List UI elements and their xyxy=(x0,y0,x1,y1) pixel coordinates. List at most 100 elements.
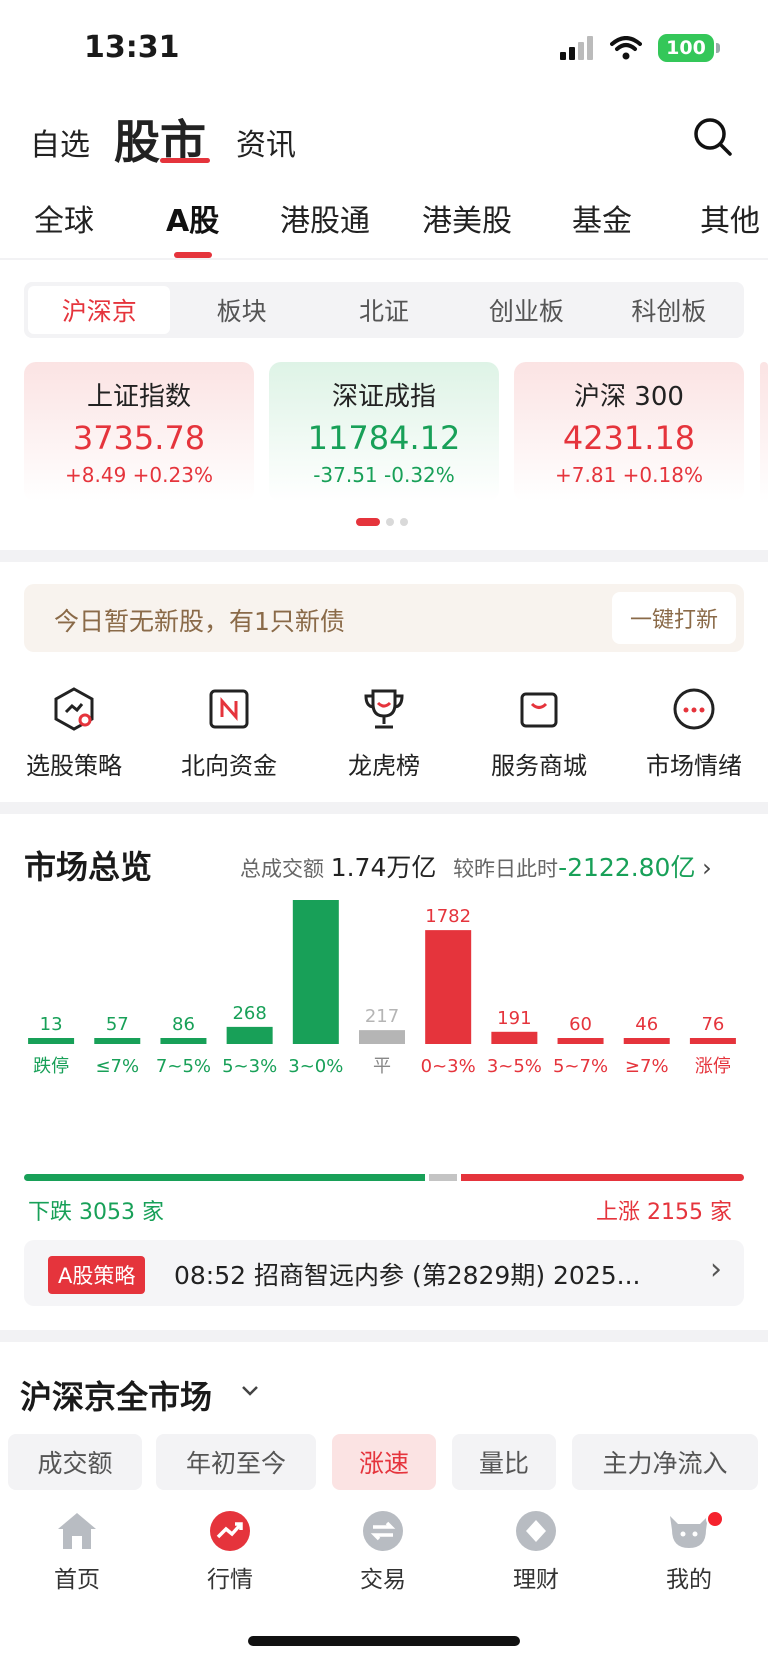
bar-2 xyxy=(160,1038,207,1044)
nav-wealth[interactable]: 理财 xyxy=(459,1510,613,1594)
turnover-unit: 万亿 xyxy=(386,853,437,882)
tab-a-share[interactable]: A股 xyxy=(166,204,220,239)
section-divider xyxy=(0,550,768,562)
quick-service-mall[interactable]: 服务商城 xyxy=(461,686,617,781)
index-value: 11784.12 xyxy=(307,419,461,457)
index-card-csi300[interactable]: 沪深 300 4231.18 +7.81 +0.18% xyxy=(514,362,744,502)
nav-mine[interactable]: 我的 xyxy=(612,1510,766,1594)
tab-fund[interactable]: 基金 xyxy=(572,204,632,239)
quick-stock-picking[interactable]: 选股策略 xyxy=(0,686,152,781)
strategy-badge: A股策略 xyxy=(48,1256,146,1294)
ipo-notice: 今日暂无新股，有1只新债 一键打新 xyxy=(24,584,744,652)
quick-label: 龙虎榜 xyxy=(348,752,420,780)
index-card-shenzhen[interactable]: 深证成指 11784.12 -37.51 -0.32% xyxy=(269,362,499,502)
bar-10 xyxy=(689,1038,736,1044)
index-card-peek xyxy=(760,362,768,502)
exchange-icon xyxy=(363,1511,403,1551)
down-count: 下跌 3053 家 xyxy=(28,1200,164,1225)
one-click-subscribe-button[interactable]: 一键打新 xyxy=(612,592,736,644)
compare-label: 较昨日此时 xyxy=(453,857,559,881)
bar-value-label: 13 xyxy=(40,1014,63,1035)
bar-3 xyxy=(226,1026,273,1044)
breadth-bar-down xyxy=(24,1174,425,1181)
up-count: 上涨 2155 家 xyxy=(596,1200,732,1225)
profile-bull-icon xyxy=(670,1516,708,1548)
carousel-dot xyxy=(386,518,394,526)
nav-market[interactable]: 行情 xyxy=(153,1510,307,1594)
segment-shsz[interactable]: 沪深京 xyxy=(28,286,171,334)
index-change: +8.49 xyxy=(65,463,127,487)
index-card-shanghai[interactable]: 上证指数 3735.78 +8.49 +0.23% xyxy=(24,362,254,502)
chevron-down-icon[interactable] xyxy=(240,1384,260,1398)
bar-4 xyxy=(292,900,339,1044)
bar-category-label: 7~5% xyxy=(156,1056,211,1077)
chip-volume-ratio[interactable]: 量比 xyxy=(452,1434,556,1490)
index-name: 沪深 300 xyxy=(574,382,684,412)
carousel-dot xyxy=(400,518,408,526)
quick-label: 选股策略 xyxy=(26,752,122,780)
home-indicator xyxy=(248,1636,520,1646)
market-trend-icon xyxy=(210,1511,250,1551)
bar-7 xyxy=(491,1031,538,1044)
exchange-segment-bar: 沪深京 板块 北证 创业板 科创板 xyxy=(24,282,744,338)
tab-other[interactable]: 其他 xyxy=(700,204,760,239)
nav-label: 交易 xyxy=(360,1567,406,1593)
nav-label: 我的 xyxy=(666,1567,712,1593)
bar-value-label: 217 xyxy=(365,1006,399,1027)
nav-trade[interactable]: 交易 xyxy=(306,1510,460,1594)
bar-value-label: 1782 xyxy=(425,906,471,927)
battery-icon: 100 xyxy=(658,34,720,62)
carousel-dot xyxy=(356,518,380,526)
bar-8 xyxy=(557,1038,604,1044)
nav-home[interactable]: 首页 xyxy=(0,1510,154,1594)
chip-main-net-inflow[interactable]: 主力净流入 xyxy=(572,1434,758,1490)
nav-label: 理财 xyxy=(513,1567,559,1593)
divider xyxy=(0,258,768,260)
chevron-right-icon: › xyxy=(702,854,712,882)
bar-category-label: 平 xyxy=(373,1056,391,1077)
bar-category-label: ≤7% xyxy=(95,1056,139,1077)
bar-value-label: 46 xyxy=(635,1014,658,1035)
bar-5 xyxy=(359,1030,405,1044)
turnover-summary[interactable]: 总成交额 1.74万亿 较昨日此时-2122.80亿 › xyxy=(240,848,712,884)
diamond-icon xyxy=(516,1511,556,1551)
sentiment-icon xyxy=(673,688,715,730)
bar-value-label: 76 xyxy=(701,1014,724,1035)
tab-hk-connect[interactable]: 港股通 xyxy=(280,204,370,239)
index-change: +7.81 xyxy=(555,463,617,487)
chip-ytd[interactable]: 年初至今 xyxy=(156,1434,316,1490)
quick-dragon-tiger[interactable]: 龙虎榜 xyxy=(306,686,462,781)
bar-value-label: 86 xyxy=(172,1014,195,1035)
tab-news[interactable]: 资讯 xyxy=(236,128,296,163)
quick-market-sentiment[interactable]: 市场情绪 xyxy=(616,686,768,781)
index-value: 3735.78 xyxy=(72,419,206,457)
index-pct: +0.23% xyxy=(132,463,213,487)
bar-category-label: 3~0% xyxy=(288,1056,343,1077)
segment-star[interactable]: 科创板 xyxy=(631,297,707,326)
home-icon xyxy=(58,1513,96,1549)
chip-rise-speed[interactable]: 涨速 xyxy=(332,1434,436,1490)
index-name: 上证指数 xyxy=(86,382,191,412)
turnover-value: 1.74 xyxy=(330,853,387,882)
market-scope-title[interactable]: 沪深京全市场 xyxy=(20,1378,213,1416)
nav-label: 首页 xyxy=(54,1567,100,1593)
section-divider xyxy=(0,802,768,814)
status-icons: 100 xyxy=(560,34,720,62)
notification-dot xyxy=(706,1510,724,1528)
segment-chinext[interactable]: 创业板 xyxy=(488,297,564,326)
bar-9 xyxy=(623,1038,670,1044)
segment-sector[interactable]: 板块 xyxy=(216,297,267,326)
quick-label: 服务商城 xyxy=(491,752,587,780)
trophy-icon xyxy=(364,689,404,729)
rise-fall-distribution-chart[interactable]: 13跌停57≤7%867~5%2685~3%26293~0%217平17820~… xyxy=(24,900,752,1140)
tab-global[interactable]: 全球 xyxy=(34,204,94,239)
bar-category-label: 跌停 xyxy=(33,1056,69,1077)
chip-turnover[interactable]: 成交额 xyxy=(8,1434,142,1490)
tab-hk-us[interactable]: 港美股 xyxy=(422,204,512,239)
quick-northbound[interactable]: 北向资金 xyxy=(151,686,307,781)
a-share-strategy-banner[interactable]: A股策略 08:52 招商智远内参 (第2829期) 2025... › xyxy=(24,1240,744,1306)
segment-bse[interactable]: 北证 xyxy=(359,297,410,326)
bar-category-label: 5~3% xyxy=(222,1056,277,1077)
search-icon[interactable] xyxy=(692,116,734,158)
tab-watchlist[interactable]: 自选 xyxy=(30,128,90,163)
